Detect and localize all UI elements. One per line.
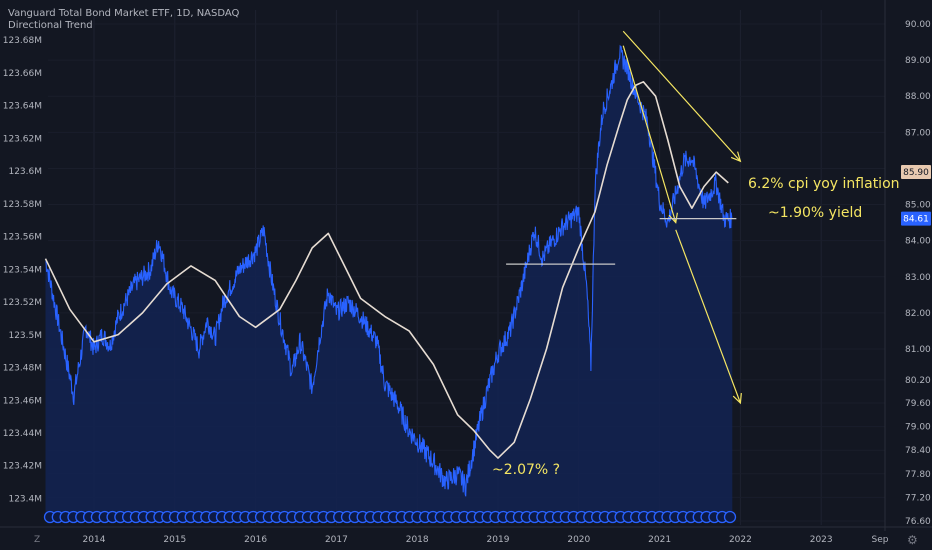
badge-label: 85.90: [903, 168, 929, 178]
time-axis-label: 2018: [406, 535, 429, 545]
arrow-head: [668, 212, 678, 224]
settings-gear-icon[interactable]: ⚙: [907, 533, 918, 547]
left-axis-label: 123.58M: [3, 200, 42, 210]
time-axis-label: 2014: [83, 535, 106, 545]
right-price-axis[interactable]: 90.0089.0088.0087.0086.0085.0084.0083.00…: [884, 0, 931, 531]
left-axis-label: 123.68M: [3, 36, 42, 46]
left-axis-label: 123.48M: [3, 364, 42, 374]
time-axis-label: 2021: [648, 535, 671, 545]
inflation-annotation: 6.2% cpi yoy inflation: [748, 176, 900, 192]
trend-arrow-line: [622, 30, 741, 162]
left-axis-label: 123.5M: [8, 331, 42, 341]
time-axis-label: 2020: [567, 535, 590, 545]
time-axis-label: 2015: [163, 535, 186, 545]
right-axis-label: 80.20: [905, 376, 931, 386]
left-axis-label: 123.52M: [3, 298, 42, 308]
left-axis-label: 123.64M: [3, 102, 42, 112]
price-area: [45, 46, 733, 513]
left-axis-label: 123.4M: [8, 494, 42, 504]
left-axis-label: 123.66M: [3, 69, 42, 79]
left-axis-label: 123.44M: [3, 429, 42, 439]
left-volume-axis: 123.68M 123.66M 123.64M 123.62M 123.6M 123.58…: [3, 36, 42, 504]
time-axis[interactable]: 2014 2015 2016 2017 2018 2019 2020 2021 2022 2023…: [0, 526, 932, 545]
right-axis-label: 90.00: [905, 20, 931, 30]
low-yield-annotation: ~2.07% ?: [492, 462, 561, 478]
arrow-head: [732, 392, 742, 405]
right-axis-label: 77.80: [905, 470, 931, 480]
chart-marks: [43, 30, 742, 524]
time-axis-label: 2019: [487, 535, 510, 545]
time-axis-label: 2023: [810, 535, 833, 545]
right-axis-label: 78.40: [905, 446, 931, 456]
badge-label: 84.61: [903, 215, 929, 225]
left-axis-label: 123.54M: [3, 265, 42, 275]
event-marker: [723, 510, 737, 524]
indicator-label: Directional Trend: [8, 20, 93, 31]
left-axis-label: 123.6M: [8, 167, 42, 177]
chart-grid: [48, 10, 885, 525]
right-axis-label: 89.00: [905, 56, 931, 66]
zoom-button[interactable]: Z: [34, 535, 41, 545]
trend-arrow-line: [675, 229, 741, 404]
right-axis-label: 79.60: [905, 399, 931, 409]
right-axis-label: 79.00: [905, 423, 931, 433]
right-axis-label: 85.00: [905, 201, 931, 211]
left-axis-label: 123.46M: [3, 396, 42, 406]
time-axis-label: 2017: [325, 535, 348, 545]
right-axis-label: 88.00: [905, 92, 931, 102]
right-axis-label: 84.00: [905, 237, 931, 247]
price-line: [44, 44, 733, 497]
time-axis-label: 2016: [244, 535, 267, 545]
left-axis-label: 123.42M: [3, 462, 42, 472]
right-axis-label: 76.60: [905, 517, 931, 527]
right-axis-label: 82.00: [905, 309, 931, 319]
right-axis-label: 87.00: [905, 128, 931, 138]
right-axis-label: 83.00: [905, 273, 931, 283]
time-axis-label: Sep: [872, 535, 889, 545]
last-price-badge: [901, 211, 931, 226]
arrow-head: [730, 151, 742, 163]
right-axis-label: 77.20: [905, 493, 931, 503]
directional-trend-line: [44, 81, 729, 459]
right-axis-label: 81.00: [905, 345, 931, 355]
current-yield-annotation: ~1.90% yield: [768, 205, 863, 221]
trend-arrow-line: [622, 45, 677, 223]
trend-value-badge: [901, 165, 931, 180]
left-axis-label: 123.56M: [3, 233, 42, 243]
left-axis-label: 123.62M: [3, 134, 42, 144]
time-axis-label: 2022: [729, 535, 752, 545]
chart-title: Vanguard Total Bond Market ETF, 1D, NASD…: [8, 8, 240, 19]
